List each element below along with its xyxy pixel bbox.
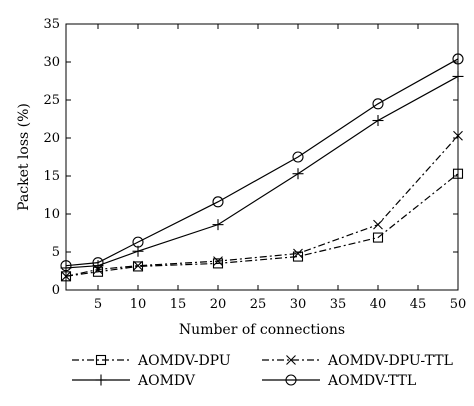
point-aomdv-dpu-ttl — [213, 256, 223, 267]
point-aomdv-dpu — [372, 232, 384, 243]
line-aomdv-ttl — [65, 58, 459, 267]
y-tick-label: 35 — [43, 17, 60, 32]
line-aomdv-dpu — [65, 173, 459, 277]
series-aomdv-dpu-ttl — [61, 130, 463, 282]
y-tick-label: 25 — [43, 93, 60, 108]
legend-marker-aomdv-dpu-ttl-b — [286, 355, 296, 365]
point-aomdv — [212, 219, 224, 231]
x-tick-label: 20 — [210, 297, 227, 312]
point-aomdv-dpu-ttl — [453, 130, 463, 141]
axis-ticks: 5 10 15 20 25 30 35 40 45 50 0 5 10 15 20 25 30 35 — [43, 17, 466, 312]
point-aomdv-dpu-ttl-b — [293, 248, 303, 259]
y-tick-label: 30 — [43, 55, 60, 70]
x-tick-label: 10 — [130, 297, 147, 312]
line-aomdv-dpu-ttl — [65, 135, 459, 277]
series-aomdv-ttl — [60, 53, 464, 272]
legend-marker-aomdv — [95, 374, 107, 386]
x-tick-label: 5 — [94, 297, 102, 312]
point-aomdv-ttl — [212, 196, 224, 208]
plot-frame — [65, 23, 459, 291]
point-aomdv — [60, 262, 72, 274]
legend-item-aomdv-ttl: AOMDV-TTL — [262, 373, 416, 389]
point-aomdv — [372, 115, 384, 127]
series-aomdv — [60, 70, 464, 274]
point-aomdv-ttl — [92, 257, 104, 269]
legend-marker-aomdv-dpu — [95, 354, 107, 366]
legend-label-aomdv-dpu-ttl: AOMDV-DPU-TTL — [327, 353, 453, 369]
y-axis-title: Packet loss (%) — [16, 103, 32, 211]
point-aomdv-dpu-ttl — [133, 260, 143, 271]
point-aomdv-ttl — [372, 98, 384, 110]
legend-marker-aomdv-dpu-ttl — [286, 355, 296, 365]
legend-marker-aomdv-ttl — [285, 374, 297, 386]
point-aomdv-dpu-ttl-b — [133, 260, 143, 271]
point-aomdv-dpu-ttl — [373, 219, 383, 230]
point-aomdv-dpu — [132, 261, 144, 272]
legend-label-aomdv: AOMDV — [137, 373, 196, 389]
point-aomdv-ttl — [292, 151, 304, 163]
line-aomdv — [65, 75, 459, 269]
point-aomdv-dpu — [452, 168, 464, 179]
point-aomdv-dpu-ttl-b — [453, 130, 463, 141]
point-aomdv-ttl — [60, 260, 72, 272]
legend-item-aomdv-dpu: AOMDV-DPU — [72, 353, 231, 369]
x-tick-label: 40 — [370, 297, 387, 312]
x-axis-title: Number of connections — [179, 322, 345, 338]
legend-label-aomdv-ttl: AOMDV-TTL — [327, 373, 416, 389]
y-tick-label: 10 — [43, 207, 60, 222]
point-aomdv-ttl — [132, 236, 144, 248]
legend: AOMDV-DPU AOMDV-DPU-TTL AOMDV AOMDV-TTL — [72, 353, 453, 389]
series-group — [60, 53, 464, 282]
legend-item-aomdv-dpu-ttl: AOMDV-DPU-TTL — [262, 353, 453, 369]
x-tick-label: 25 — [250, 297, 267, 312]
point-aomdv-dpu — [212, 258, 224, 269]
x-tick-label: 45 — [410, 297, 427, 312]
y-tick-label: 0 — [52, 283, 60, 298]
legend-label-aomdv-dpu: AOMDV-DPU — [137, 353, 231, 369]
point-aomdv-dpu-ttl — [61, 271, 71, 282]
point-aomdv — [292, 168, 304, 180]
x-tick-label: 35 — [330, 297, 347, 312]
y-tick-label: 20 — [43, 131, 60, 146]
legend-item-aomdv: AOMDV — [72, 373, 196, 389]
x-tick-label: 50 — [450, 297, 467, 312]
point-aomdv-dpu-ttl-b — [373, 219, 383, 230]
x-tick-label: 30 — [290, 297, 307, 312]
series-aomdv-dpu — [60, 168, 464, 282]
point-aomdv — [452, 70, 464, 82]
y-tick-label: 5 — [52, 245, 60, 260]
x-tick-label: 15 — [170, 297, 187, 312]
point-aomdv-ttl — [452, 53, 464, 65]
point-aomdv-dpu-ttl — [293, 248, 303, 259]
y-tick-label: 15 — [43, 169, 60, 184]
point-aomdv-dpu-ttl-b — [213, 256, 223, 267]
point-aomdv-dpu-ttl-b — [61, 271, 71, 282]
point-aomdv-dpu — [292, 251, 304, 262]
